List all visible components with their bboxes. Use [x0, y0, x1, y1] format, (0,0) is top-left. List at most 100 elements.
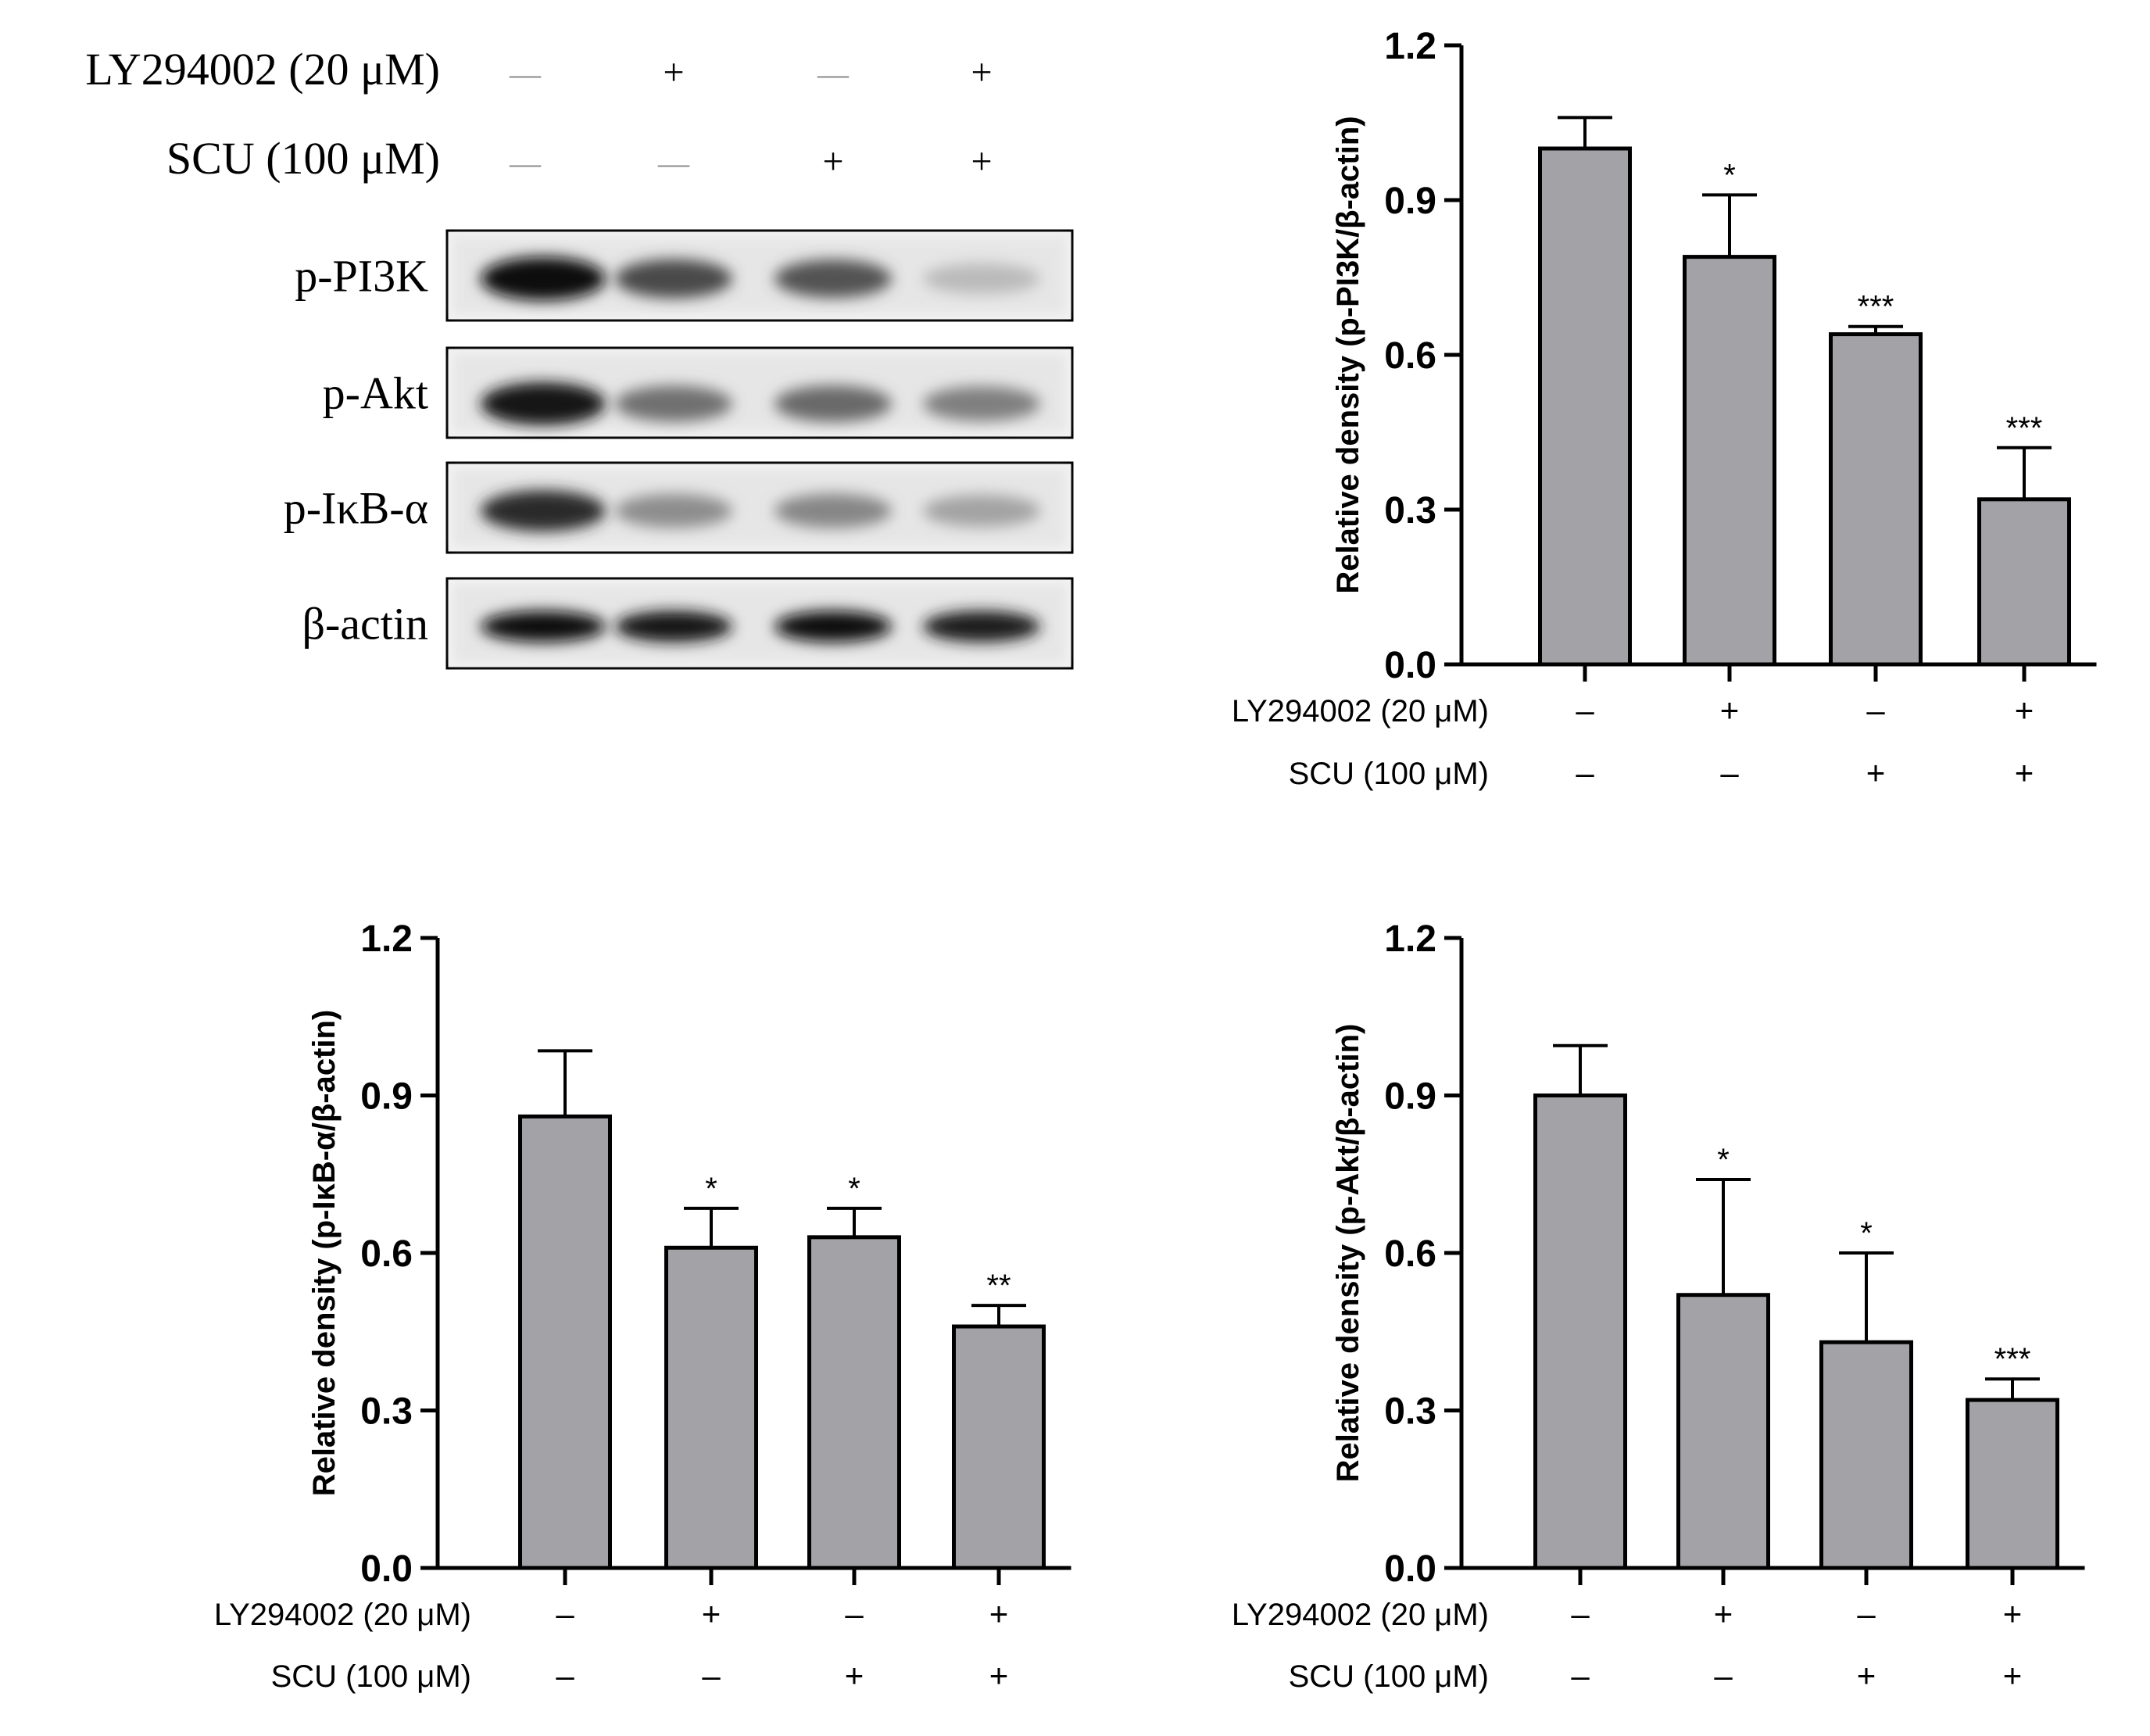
blot-condition-sign: — — [509, 56, 542, 91]
bar-chart: 0.0 0.3 0.6 0.9 1.2 Relative density (p-Akt/β… — [1232, 918, 2085, 1694]
condition-sign: – — [1866, 692, 1885, 728]
blot-band — [775, 610, 892, 642]
blot-strip: β-actin — [302, 577, 1074, 670]
blot-condition-rows: LY294002 (20 μM) — + — + SCU (100 μM) — — + + — [85, 44, 992, 184]
bar — [1533, 1094, 1627, 1570]
condition-label: SCU (100 μM) — [1289, 757, 1489, 791]
condition-sign: + — [845, 1657, 864, 1694]
condition-sign: + — [702, 1595, 721, 1632]
condition-label: LY294002 (20 μM) — [1232, 1598, 1489, 1632]
blot-condition-sign: + — [822, 141, 843, 182]
significance-label: * — [705, 1172, 717, 1206]
bar-charts: 0.0 0.3 0.6 0.9 1.2 Relative density (p-PI3K/… — [214, 26, 2097, 1694]
condition-sign: – — [1714, 1657, 1733, 1694]
significance-label: * — [1723, 158, 1736, 192]
blot-band — [481, 382, 606, 425]
blot-band — [923, 494, 1040, 528]
blot-condition-sign: — — [817, 56, 850, 91]
condition-sign: + — [2015, 754, 2034, 791]
blot-strip: p-IκB-α — [284, 461, 1074, 554]
blot-strips: p-PI3K p-Akt p-IκB-α β-actin — [284, 229, 1074, 670]
significance-label: *** — [2006, 411, 2043, 446]
blot-band-label: p-PI3K — [295, 251, 428, 302]
y-tick-label: 1.2 — [1384, 918, 1436, 960]
blot-condition-sign: + — [971, 141, 992, 182]
y-tick-label: 1.2 — [1384, 26, 1436, 67]
significance-label: * — [1717, 1143, 1730, 1177]
condition-sign: + — [1857, 1657, 1876, 1694]
blot-band — [923, 610, 1040, 642]
condition-sign: – — [845, 1595, 864, 1632]
bar — [518, 1114, 612, 1570]
significance-label: * — [848, 1172, 860, 1206]
blot-band — [481, 490, 606, 532]
bar-chart: 0.0 0.3 0.6 0.9 1.2 Relative density (p-IκB-α… — [214, 918, 1071, 1694]
condition-label: LY294002 (20 μM) — [1232, 694, 1489, 728]
blot-band — [615, 493, 732, 528]
blot-band — [615, 610, 732, 642]
bar — [952, 1324, 1046, 1570]
blot-band-label: β-actin — [302, 599, 428, 650]
blot-band — [481, 256, 606, 301]
condition-sign: + — [989, 1657, 1009, 1694]
blot-band-label: p-IκB-α — [284, 483, 428, 534]
bar — [1538, 146, 1632, 667]
blot-band — [923, 263, 1040, 294]
condition-sign: – — [1571, 1595, 1590, 1632]
bar-chart: 0.0 0.3 0.6 0.9 1.2 Relative density (p-PI3K/… — [1232, 26, 2097, 791]
significance-label: ** — [986, 1269, 1011, 1303]
condition-sign: – — [1857, 1595, 1876, 1632]
y-tick-label: 0.6 — [1384, 335, 1436, 377]
y-tick-label: 0.3 — [1384, 490, 1436, 532]
blot-band — [775, 493, 892, 528]
condition-sign: + — [989, 1595, 1009, 1632]
bar — [807, 1235, 901, 1570]
y-tick-label: 0.6 — [1384, 1233, 1436, 1275]
y-tick-label: 0.0 — [360, 1548, 413, 1590]
condition-sign: + — [2003, 1657, 2023, 1694]
condition-label: SCU (100 μM) — [1289, 1659, 1489, 1694]
blot-band — [481, 610, 606, 642]
condition-sign: – — [1576, 754, 1594, 791]
blot-band — [775, 385, 892, 422]
y-axis-title: Relative density (p-IκB-α/β-actin) — [307, 1010, 342, 1497]
bar — [1829, 332, 1923, 667]
condition-sign: – — [556, 1595, 574, 1632]
blot-condition-sign: — — [509, 145, 542, 181]
y-tick-label: 0.6 — [360, 1233, 413, 1275]
bar — [1683, 255, 1776, 667]
blot-band — [775, 260, 892, 298]
bar — [1676, 1293, 1770, 1570]
blot-condition-label: LY294002 (20 μM) — [85, 44, 440, 95]
blot-condition-sign: — — [657, 145, 690, 181]
y-tick-label: 0.9 — [1384, 1076, 1436, 1118]
condition-label: SCU (100 μM) — [271, 1659, 471, 1694]
y-tick-label: 0.9 — [360, 1076, 413, 1118]
bar — [1977, 497, 2071, 667]
y-tick-label: 0.3 — [1384, 1391, 1436, 1433]
condition-sign: – — [556, 1657, 574, 1694]
significance-label: *** — [1858, 290, 1894, 324]
condition-sign: + — [2003, 1595, 2023, 1632]
bar — [1819, 1340, 1913, 1570]
blot-condition-sign: + — [971, 52, 992, 93]
western-blot-panel: LY294002 (20 μM) — + — + SCU (100 μM) — — + + p-P… — [85, 44, 1074, 670]
blot-strip: p-PI3K — [295, 229, 1074, 322]
condition-sign: – — [702, 1657, 721, 1694]
bar — [1966, 1398, 2059, 1570]
y-tick-label: 1.2 — [360, 918, 413, 960]
significance-label: *** — [1994, 1342, 2031, 1376]
blot-strip: p-Akt — [323, 346, 1074, 439]
blot-band-label: p-Akt — [323, 368, 428, 419]
condition-sign: – — [1576, 692, 1594, 728]
condition-label: LY294002 (20 μM) — [214, 1598, 471, 1632]
condition-sign: + — [1720, 692, 1740, 728]
blot-condition-label: SCU (100 μM) — [166, 133, 440, 184]
condition-sign: + — [1714, 1595, 1733, 1632]
y-tick-label: 0.0 — [1384, 1548, 1436, 1590]
blot-band — [923, 386, 1040, 421]
condition-sign: + — [1866, 754, 1886, 791]
bar — [664, 1245, 758, 1570]
y-axis-title: Relative density (p-Akt/β-actin) — [1331, 1024, 1365, 1483]
